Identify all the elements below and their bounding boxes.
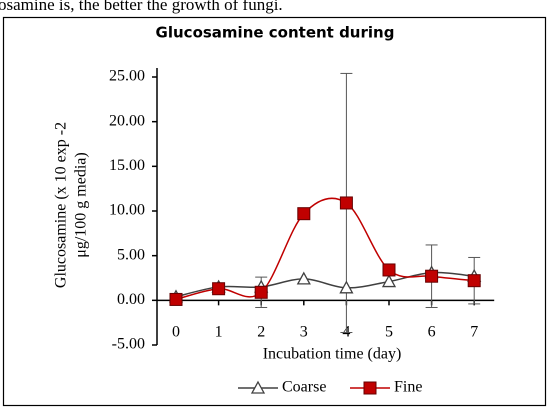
x-tick-label: 3 <box>300 324 308 341</box>
y-axis-label: Glucosamine (x 10 exp -2 <box>53 122 70 288</box>
x-axis-label: Incubation time (day) <box>263 346 402 363</box>
legend-label: Coarse <box>282 379 326 396</box>
chart-title: Glucosamine content during <box>156 24 395 42</box>
legend-label: Fine <box>394 379 422 396</box>
x-tick-label: 6 <box>428 324 436 341</box>
data-point <box>425 269 439 283</box>
x-tick-label: 1 <box>215 324 223 341</box>
y-tick-label: 20.00 <box>109 112 145 129</box>
x-tick-label: 0 <box>172 324 180 341</box>
y-tick-label: 10.00 <box>109 202 145 219</box>
y-tick-label: 25.00 <box>109 68 145 85</box>
legend-marker <box>250 380 266 394</box>
data-point <box>381 274 397 288</box>
y-axis-label: μg/100 g media) <box>73 152 90 257</box>
data-point <box>339 196 353 210</box>
data-point <box>467 274 481 288</box>
x-tick-label: 5 <box>385 324 393 341</box>
y-tick-label: 15.00 <box>109 157 145 174</box>
data-point <box>254 285 268 299</box>
data-point <box>339 280 354 294</box>
data-point <box>382 263 396 277</box>
data-point <box>169 292 183 306</box>
data-point <box>296 271 311 285</box>
chart-frame <box>2 16 547 407</box>
data-point <box>212 282 226 296</box>
y-tick-label: 0.00 <box>117 291 145 308</box>
y-tick-label: -5.00 <box>112 336 145 353</box>
x-tick-label: 2 <box>257 324 265 341</box>
series-line <box>175 197 475 301</box>
y-tick-label: 5.00 <box>117 246 145 263</box>
text-above: osamine is, the better the growth of fun… <box>0 0 283 14</box>
data-point <box>297 207 311 221</box>
legend-marker <box>363 381 377 395</box>
x-tick-label: 7 <box>470 324 478 341</box>
